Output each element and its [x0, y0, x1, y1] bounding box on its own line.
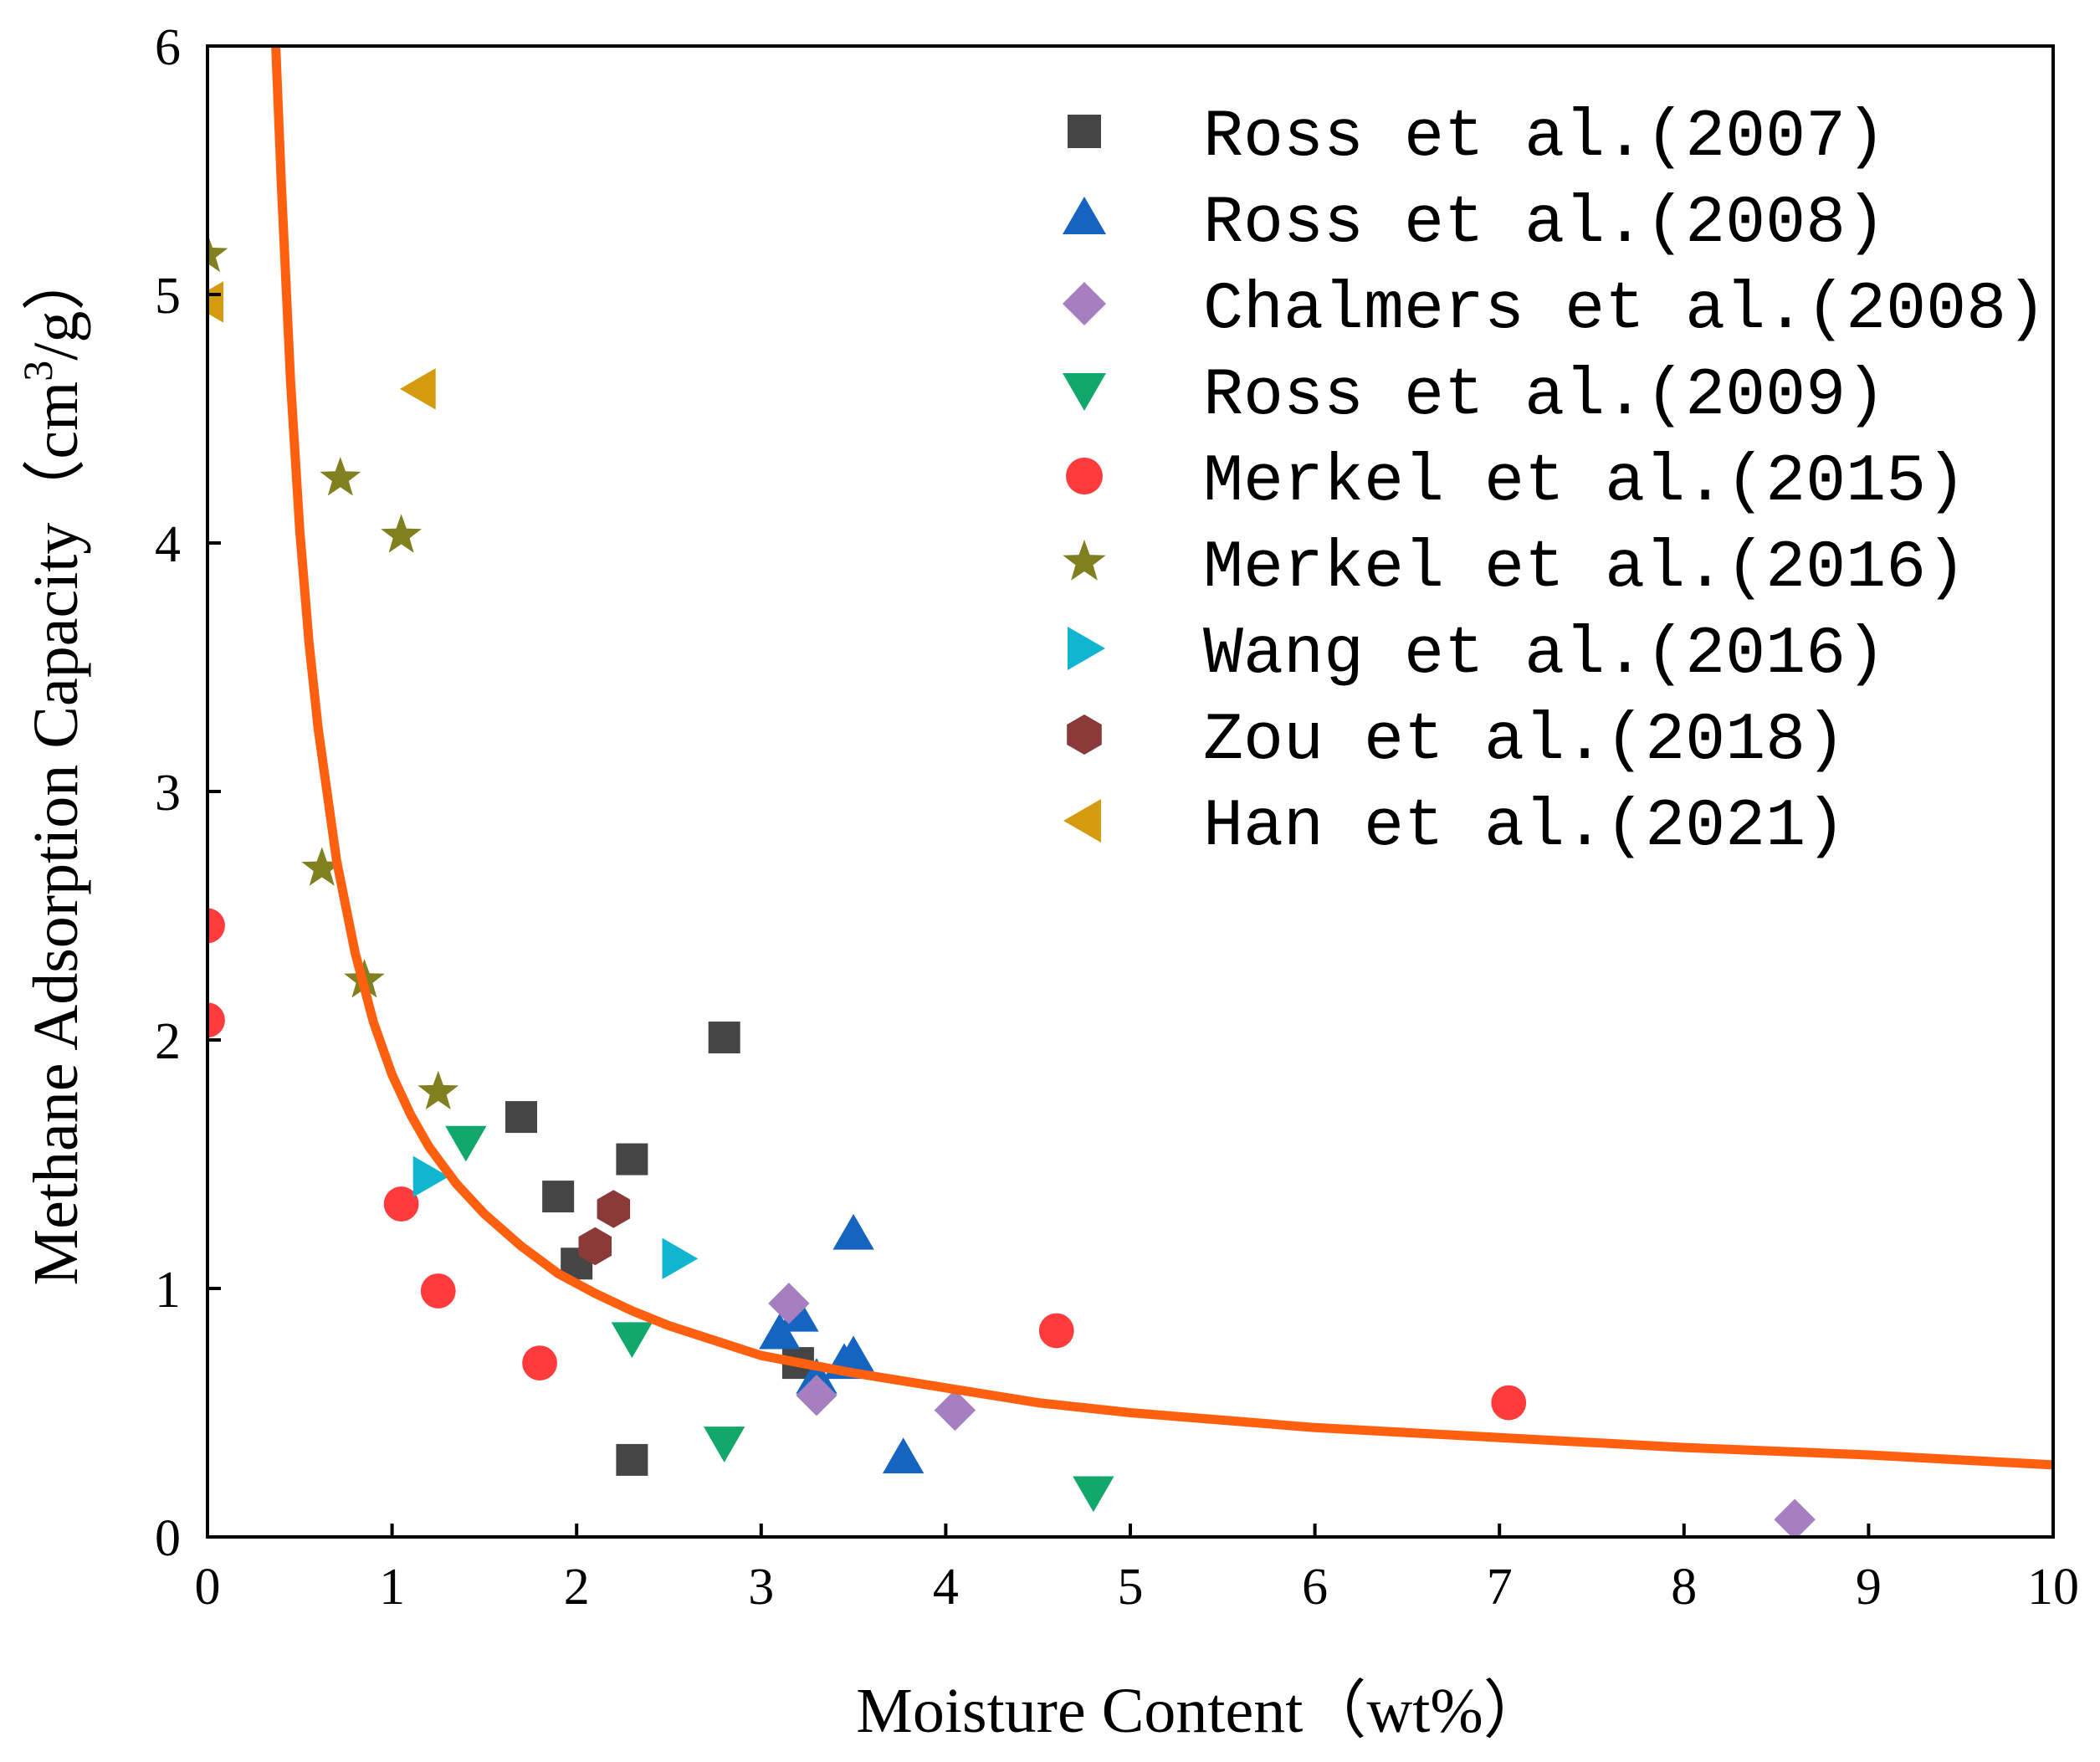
legend-marker [1063, 540, 1106, 581]
legend-item: Zou et al.(2018) [1067, 703, 1846, 779]
x-tick-label: 0 [195, 1559, 221, 1616]
x-tick-label: 3 [748, 1559, 774, 1616]
legend-marker [1067, 715, 1102, 755]
y-tick-label: 0 [155, 1510, 181, 1567]
legend-marker [1063, 799, 1101, 843]
series-1 [759, 1213, 925, 1473]
data-point [207, 281, 223, 323]
x-tick-label: 1 [379, 1559, 405, 1616]
data-point [616, 1443, 648, 1476]
legend-marker [1068, 627, 1105, 670]
data-point [832, 1335, 874, 1372]
x-tick-label: 8 [1671, 1559, 1697, 1616]
legend-label: Ross et al.(2008) [1203, 186, 1886, 262]
data-point [412, 1155, 449, 1198]
legend-marker [1063, 197, 1106, 234]
legend-label: Merkel et al.(2016) [1203, 530, 1966, 607]
data-point [420, 1273, 456, 1309]
data-point [597, 1190, 631, 1228]
legend-label: Chalmers et al.(2008) [1203, 272, 2046, 348]
data-point [207, 233, 228, 273]
data-point [1491, 1385, 1527, 1421]
legend-item: Han et al.(2021) [1063, 789, 1846, 865]
legend: Ross et al.(2007) Ross et al.(2008) Chalme… [1063, 100, 2046, 865]
data-point [1774, 1498, 1816, 1537]
legend-marker [1063, 282, 1106, 325]
legend-item: Ross et al.(2007) [1068, 100, 1886, 176]
data-point [882, 1437, 925, 1473]
legend-item: Wang et al.(2016) [1068, 617, 1886, 693]
data-point [708, 1022, 740, 1054]
y-tick-label: 2 [155, 1013, 181, 1070]
legend-label: Ross et al.(2007) [1203, 100, 1886, 176]
x-tick-label: 4 [933, 1559, 959, 1616]
data-point [542, 1181, 575, 1213]
y-axis-title-superscript: 3 [14, 361, 61, 382]
series-5 [207, 233, 459, 1110]
legend-label: Ross et al.(2009) [1203, 358, 1886, 434]
series-2 [768, 1283, 1816, 1537]
y-axis-title-tail: /g） [21, 248, 91, 361]
data-point [383, 1186, 419, 1222]
x-tick-label: 10 [2027, 1559, 2079, 1616]
y-tick-label: 1 [155, 1262, 181, 1319]
y-tick-label: 3 [155, 765, 181, 822]
data-point [703, 1427, 745, 1462]
data-point [611, 1322, 653, 1359]
series-0 [505, 1022, 814, 1476]
data-point [505, 1101, 538, 1134]
legend-item: Merkel et al.(2016) [1063, 530, 1966, 607]
x-tick-label: 7 [1487, 1559, 1513, 1616]
legend-item: Merkel et al.(2015) [1066, 444, 1966, 520]
series-7 [578, 1190, 631, 1266]
legend-item: Ross et al.(2009) [1063, 358, 1886, 434]
series-8 [207, 281, 436, 410]
series-3 [445, 1125, 1114, 1513]
y-axis-title-main: Methane Adsorption Capacity（cm [21, 382, 91, 1286]
data-point [381, 514, 422, 553]
fit-curve [271, 46, 2053, 1470]
y-tick-label: 6 [155, 19, 181, 76]
legend-marker [1066, 458, 1103, 494]
x-tick-label: 6 [1302, 1559, 1328, 1616]
data-point [832, 1213, 874, 1250]
data-point [320, 457, 361, 496]
data-point [207, 908, 225, 944]
data-point [445, 1125, 487, 1162]
data-point [768, 1283, 810, 1324]
legend-label: Han et al.(2021) [1203, 789, 1846, 865]
legend-label: Wang et al.(2016) [1203, 617, 1886, 693]
x-axis-title: Moisture Content（wt%） [856, 1676, 1546, 1746]
data-point [1038, 1313, 1074, 1349]
y-tick-label: 5 [155, 268, 181, 325]
x-tick-label: 2 [564, 1559, 590, 1616]
data-point [207, 1002, 225, 1038]
legend-marker [1063, 373, 1106, 411]
axes: 0 1 2 3 4 5 6 7 8 9 10 0 1 2 3 4 5 6 Moisture Content（wt%）… [14, 19, 2079, 1746]
data-point [796, 1375, 837, 1416]
y-tick-label: 4 [155, 516, 181, 573]
data-point [934, 1389, 976, 1432]
data-point [301, 847, 343, 886]
legend-marker [1068, 115, 1101, 148]
data-point [522, 1345, 557, 1380]
y-axis-title: Methane Adsorption Capacity（cm3/g） [14, 248, 91, 1286]
data-point [1073, 1476, 1114, 1513]
legend-label: Zou et al.(2018) [1203, 703, 1846, 779]
series-4 [207, 908, 1527, 1421]
legend-label: Merkel et al.(2015) [1203, 444, 1966, 520]
data-point [417, 1070, 459, 1110]
x-tick-label: 9 [1856, 1559, 1882, 1616]
plot-area [207, 46, 2053, 1537]
legend-item: Ross et al.(2008) [1063, 186, 1886, 262]
data-point [399, 368, 436, 410]
data-point [616, 1143, 648, 1176]
series-6 [412, 1155, 699, 1280]
x-tick-label: 5 [1118, 1559, 1144, 1616]
legend-item: Chalmers et al.(2008) [1063, 272, 2046, 348]
data-point [578, 1227, 612, 1266]
data-point [662, 1237, 699, 1280]
